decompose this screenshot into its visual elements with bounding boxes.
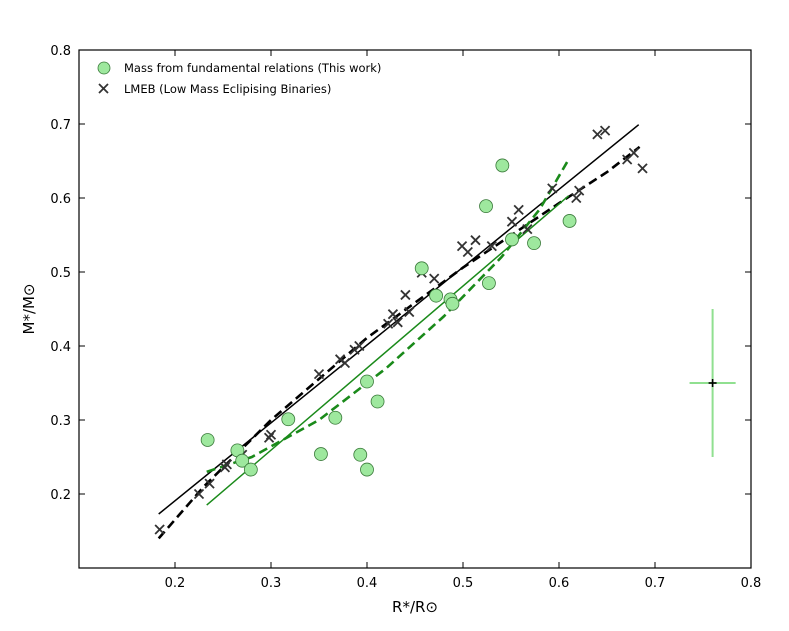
this-work-point [429, 288, 444, 303]
legend-marker-lmeb [98, 83, 109, 94]
y-tick-label: 0.8 [50, 44, 71, 59]
lmeb-point [400, 289, 411, 301]
this-work-point [445, 296, 460, 311]
lmeb-point [265, 429, 277, 440]
lmeb-point [462, 246, 473, 258]
lmeb-point [599, 125, 611, 136]
this-work-point [235, 453, 250, 468]
x-tick-label: 0.2 [165, 576, 186, 591]
fit-line-dashed [206, 158, 570, 474]
y-tick-label: 0.3 [50, 414, 71, 429]
this-work-point [495, 158, 510, 173]
lmeb-point [221, 459, 232, 470]
lmeb-point [404, 306, 415, 318]
this-work-point [414, 261, 429, 276]
y-tick-label: 0.2 [50, 488, 71, 503]
this-work-point [353, 447, 368, 462]
this-work-point [505, 232, 519, 247]
y-tick-label: 0.5 [50, 266, 71, 281]
lmeb-point [637, 163, 648, 174]
y-tick-label: 0.6 [50, 192, 71, 207]
lmeb-point [387, 309, 399, 320]
lmeb-point [339, 357, 351, 369]
this-work-point [281, 412, 296, 427]
this-work-point [482, 276, 496, 291]
data-points [154, 125, 648, 535]
x-tick-label: 0.7 [645, 576, 666, 591]
this-work-point [479, 199, 493, 214]
this-work-point [360, 462, 374, 477]
x-tick-label: 0.3 [261, 576, 282, 591]
legend-label-lmeb: LMEB (Low Mass Eclipising Binaries) [124, 82, 331, 96]
fit-lines [157, 124, 641, 540]
this-work-point [314, 447, 328, 461]
lmeb-point [486, 240, 497, 252]
this-work-point [243, 462, 258, 477]
lmeb-point [470, 235, 481, 246]
x-tick-label: 0.8 [741, 576, 762, 591]
this-work-point [360, 374, 374, 389]
fit-line-solid [158, 124, 640, 515]
x-tick-label: 0.5 [453, 576, 474, 591]
lmeb-point [354, 340, 365, 352]
x-tick-label: 0.4 [357, 576, 378, 591]
this-work-point [370, 394, 385, 409]
lmeb-point [382, 318, 394, 329]
lmeb-point [193, 488, 205, 500]
lmeb-point [154, 524, 165, 535]
x-tick-label: 0.6 [549, 576, 570, 591]
lmeb-point [574, 185, 585, 196]
y-tick-label: 0.7 [50, 118, 71, 133]
lmeb-point [313, 368, 325, 380]
lmeb-point [506, 216, 518, 227]
lmeb-point [392, 317, 403, 328]
fit-line-dashed [157, 145, 641, 540]
legend-marker-this-work [97, 61, 111, 75]
lmeb-point [522, 223, 533, 235]
lmeb-point [429, 273, 440, 284]
y-tick-label: 0.4 [50, 340, 71, 355]
lmeb-point [204, 478, 215, 489]
axis-ticks: 0.2 0.3 0.4 0.5 0.6 0.7 0.8 0.2 0.3 0.4 0.5 0.6 0.7 0… [50, 44, 761, 591]
this-work-point [200, 433, 215, 447]
x-axis-label: R*/R⊙ [392, 598, 438, 616]
legend-label-this-work: Mass from fundamental relations (This wo… [124, 61, 381, 75]
this-work-point [527, 236, 541, 251]
lmeb-point [592, 129, 603, 140]
legend: Mass from fundamental relations (This wo… [97, 61, 381, 96]
plot-frame [78, 49, 752, 569]
lmeb-point [628, 147, 640, 158]
lmeb-point [571, 192, 582, 204]
error-marker [689, 309, 736, 457]
y-axis-label: M*/M⊙ [20, 283, 38, 334]
lmeb-point [513, 204, 524, 215]
this-work-point [562, 214, 577, 228]
this-work-point [328, 410, 343, 425]
lmeb-point [547, 183, 558, 194]
